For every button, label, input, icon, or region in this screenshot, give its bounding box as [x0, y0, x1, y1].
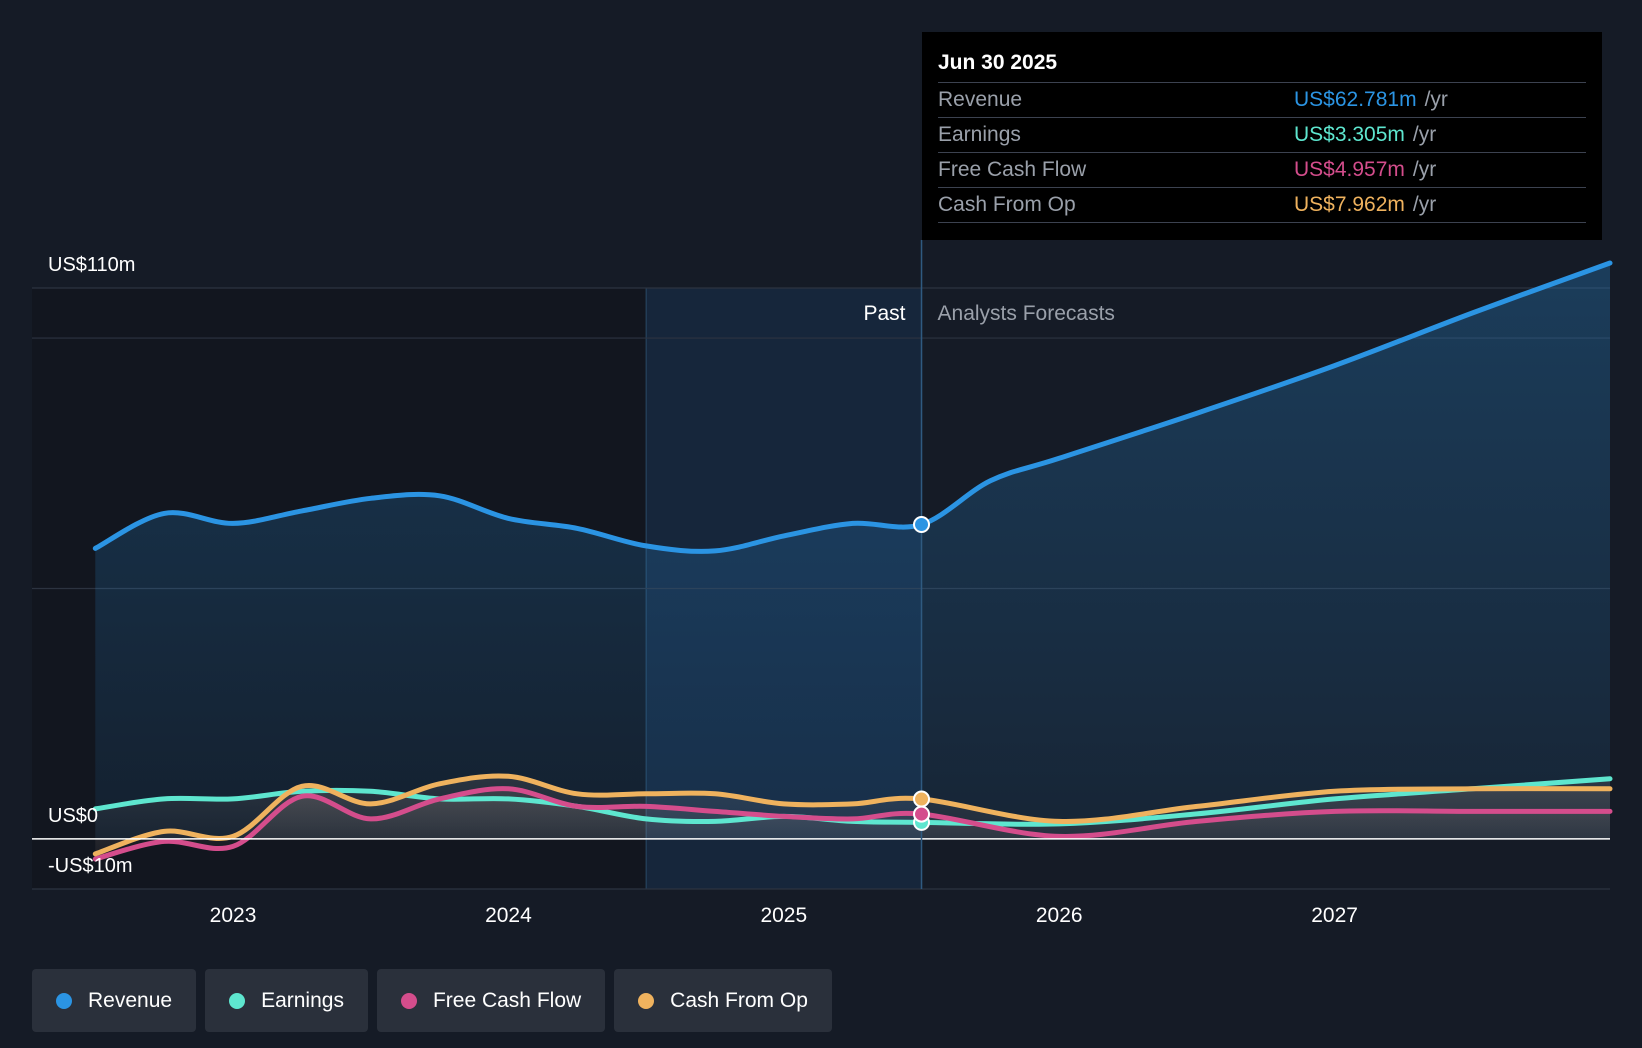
- earnings-line: [92, 776, 1613, 827]
- revenue-marker: [913, 515, 931, 533]
- tooltip-value: US$3.305m: [1294, 123, 1405, 146]
- free-cash-flow-line: [92, 786, 1613, 862]
- free-cash-flow-dot-icon: [400, 992, 417, 1009]
- legend-label: Cash From Op: [670, 988, 808, 1012]
- cash-from-op-marker: [913, 790, 931, 808]
- revenue-line: [92, 260, 1613, 554]
- legend-item-earnings[interactable]: Earnings: [205, 969, 368, 1032]
- legend-label: Earnings: [261, 988, 344, 1012]
- y-axis-bottom-label: -US$10m: [48, 855, 132, 877]
- x-tick-label: 2023: [210, 904, 257, 927]
- tooltip-row-earnings: Earnings US$3.305m /yr: [938, 117, 1586, 152]
- tooltip-value: US$7.962m: [1294, 193, 1405, 216]
- tooltip-row-cash-from-op: Cash From Op US$7.962m /yr: [938, 187, 1586, 223]
- tooltip-label: Cash From Op: [938, 193, 1076, 216]
- legend-item-revenue[interactable]: Revenue: [32, 969, 197, 1032]
- tooltip-markers: [913, 515, 931, 831]
- series-areas: [95, 263, 1610, 859]
- tooltip-unit: /yr: [1412, 158, 1437, 181]
- tooltip-unit: /yr: [1412, 123, 1437, 146]
- cash-from-op-line: [92, 773, 1613, 857]
- legend-item-free-cash-flow[interactable]: Free Cash Flow: [376, 969, 606, 1032]
- tooltip-label: Earnings: [938, 123, 1021, 146]
- tooltip-value: US$4.957m: [1294, 158, 1405, 181]
- tooltip-row-revenue: Revenue US$62.781m /yr: [938, 82, 1586, 117]
- tooltip-row-free-cash-flow: Free Cash Flow US$4.957m /yr: [938, 152, 1586, 187]
- free-cash-flow-marker: [913, 805, 931, 823]
- legend-label: Free Cash Flow: [432, 988, 582, 1012]
- x-axis-ticks: 2023 2024 2025 2026 2027: [210, 904, 1358, 927]
- x-tick-label: 2026: [1036, 904, 1083, 927]
- tooltip-label: Free Cash Flow: [938, 158, 1087, 181]
- forecast-label: Analysts Forecasts: [938, 302, 1115, 325]
- revenue-area: [95, 263, 1610, 839]
- legend-label: Revenue: [88, 988, 173, 1012]
- earnings-dot-icon: [229, 992, 246, 1009]
- y-axis-top-label: US$110m: [48, 254, 135, 276]
- cash-from-op-area: [95, 775, 1610, 854]
- legend-item-cash-from-op[interactable]: Cash From Op: [614, 969, 832, 1032]
- tooltip-date: Jun 30 2025: [938, 51, 1058, 74]
- tooltip: Jun 30 2025 Revenue US$62.781m /yr Earni…: [922, 32, 1602, 240]
- series-lines: [92, 260, 1613, 862]
- y-axis-zero-label: US$0: [48, 805, 98, 827]
- tooltip-label: Revenue: [938, 88, 1023, 111]
- tooltip-value: US$62.781m: [1294, 88, 1417, 111]
- past-label: Past: [863, 302, 905, 325]
- x-tick-label: 2025: [760, 904, 807, 927]
- tooltip-unit: /yr: [1412, 193, 1437, 216]
- revenue-dot-icon: [56, 992, 72, 1009]
- legend: Revenue Earnings Free Cash Flow Cash Fro…: [32, 969, 832, 1032]
- cash-from-op-dot-icon: [638, 992, 655, 1009]
- tooltip-unit: /yr: [1424, 88, 1448, 111]
- x-tick-label: 2024: [485, 904, 532, 927]
- x-tick-label: 2027: [1311, 904, 1358, 927]
